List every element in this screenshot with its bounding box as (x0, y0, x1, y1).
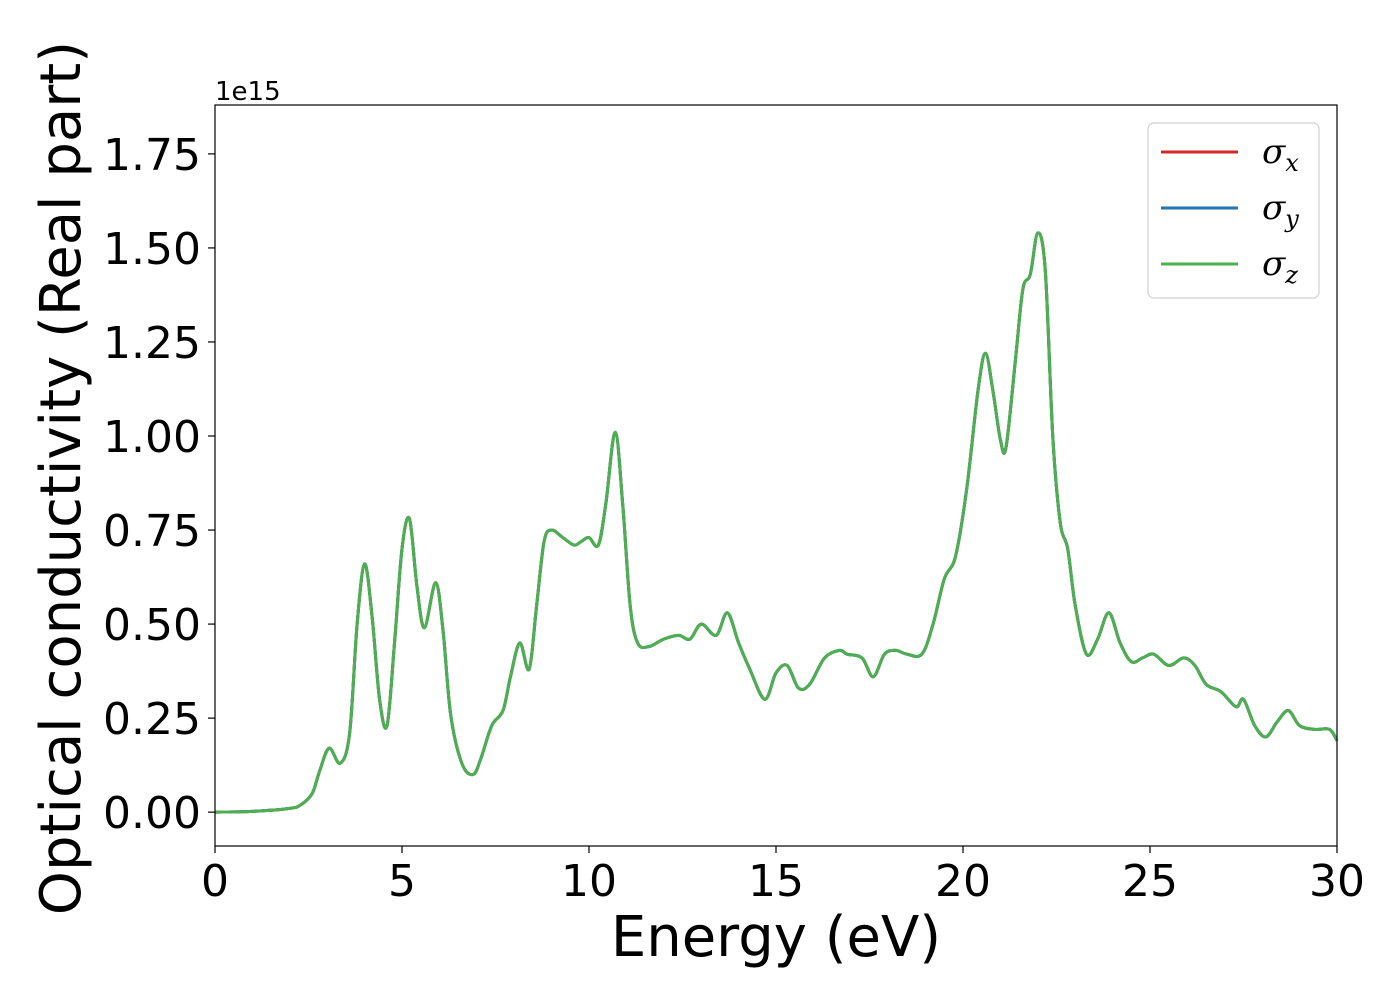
y-tick-label: 1.50 (103, 224, 201, 275)
legend-label: σy (1262, 188, 1299, 233)
y-tick-label: 1.75 (103, 130, 201, 181)
series-line-3 (214, 231, 1339, 814)
x-tick-label: 25 (1122, 856, 1178, 907)
y-axis-ticks: 0.00 0.25 0.50 0.75 1.00 1.25 1.50 1.75 (103, 130, 215, 839)
x-axis-ticks: 0 5 10 15 20 25 30 (201, 846, 1365, 907)
y-tick-label: 0.00 (103, 788, 201, 839)
legend-label: σx (1262, 132, 1299, 177)
y-axis-title: Optical conductivity (Real part) (29, 41, 94, 915)
legend: σx σy σz (1147, 122, 1320, 299)
x-tick-label: 0 (201, 856, 229, 907)
x-tick-label: 30 (1309, 856, 1365, 907)
y-offset-label: 1e15 (215, 77, 281, 107)
legend-label: σz (1262, 244, 1298, 289)
y-tick-label: 1.00 (103, 412, 201, 463)
x-tick-label: 15 (748, 856, 804, 907)
y-tick-label: 0.50 (103, 600, 201, 651)
y-tick-label: 0.25 (103, 694, 201, 745)
x-tick-label: 5 (388, 856, 416, 907)
x-axis-title: Energy (eV) (611, 905, 941, 970)
y-tick-label: 0.75 (103, 506, 201, 557)
series-layer (214, 231, 1339, 814)
legend-box (1147, 122, 1320, 299)
y-tick-label: 1.25 (103, 318, 201, 369)
x-tick-label: 10 (561, 856, 617, 907)
plot-frame (214, 104, 1338, 847)
x-tick-label: 20 (935, 856, 991, 907)
